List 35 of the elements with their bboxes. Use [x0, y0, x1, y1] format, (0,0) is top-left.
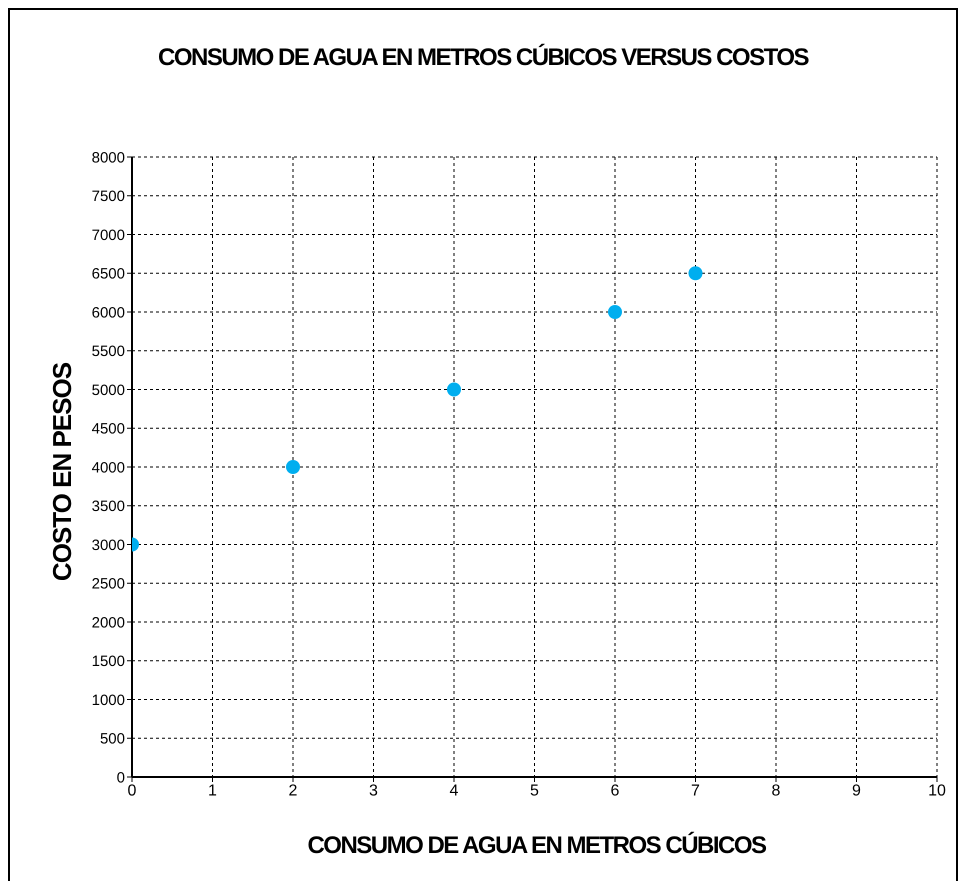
x-tick-label: 9 [852, 782, 862, 800]
x-tick-label: 5 [530, 782, 540, 800]
x-axis-title: CONSUMO DE AGUA EN METROS CÚBICOS [306, 832, 767, 860]
y-tick-label: 3500 [92, 498, 125, 516]
x-tick-label: 7 [691, 782, 700, 800]
point [286, 460, 300, 474]
y-tick-label: 7500 [92, 188, 125, 206]
y-tick-label: 5000 [92, 382, 125, 399]
y-tick-label: 4500 [92, 420, 125, 438]
y-tick-label: 7000 [92, 226, 125, 244]
y-tick-label: 2500 [92, 576, 125, 593]
x-tick-label: 6 [610, 782, 620, 800]
y-tick-label: 1500 [92, 653, 125, 670]
x-tick-label: 1 [208, 782, 218, 800]
x-tick-label: 8 [772, 782, 781, 800]
y-tick-label: 6000 [92, 304, 125, 322]
point [447, 382, 461, 396]
y-tick-label: 1000 [92, 692, 125, 709]
y-tick-label: 6500 [92, 266, 125, 283]
y-tick-label: 4000 [92, 459, 125, 476]
chart-title: CONSUMO DE AGUA EN METROS CÚBICOS VERSUS COSTOS [156, 42, 810, 73]
point [688, 266, 702, 280]
x-tick-label: 3 [369, 782, 378, 800]
y-tick-label: 8000 [92, 149, 125, 166]
y-tick-label: 2000 [92, 614, 125, 632]
x-tick-label: 4 [450, 782, 459, 800]
y-tick-label: 0 [116, 769, 125, 786]
point [608, 305, 622, 319]
x-tick-label: 2 [288, 782, 298, 800]
x-tick-label: 0 [128, 782, 137, 800]
y-axis-title: COSTO EN PESOS [46, 362, 78, 584]
y-tick-label: 500 [100, 730, 125, 748]
y-tick-label: 3000 [92, 536, 125, 554]
x-tick-label: 10 [928, 782, 946, 800]
y-tick-label: 5500 [92, 343, 125, 360]
